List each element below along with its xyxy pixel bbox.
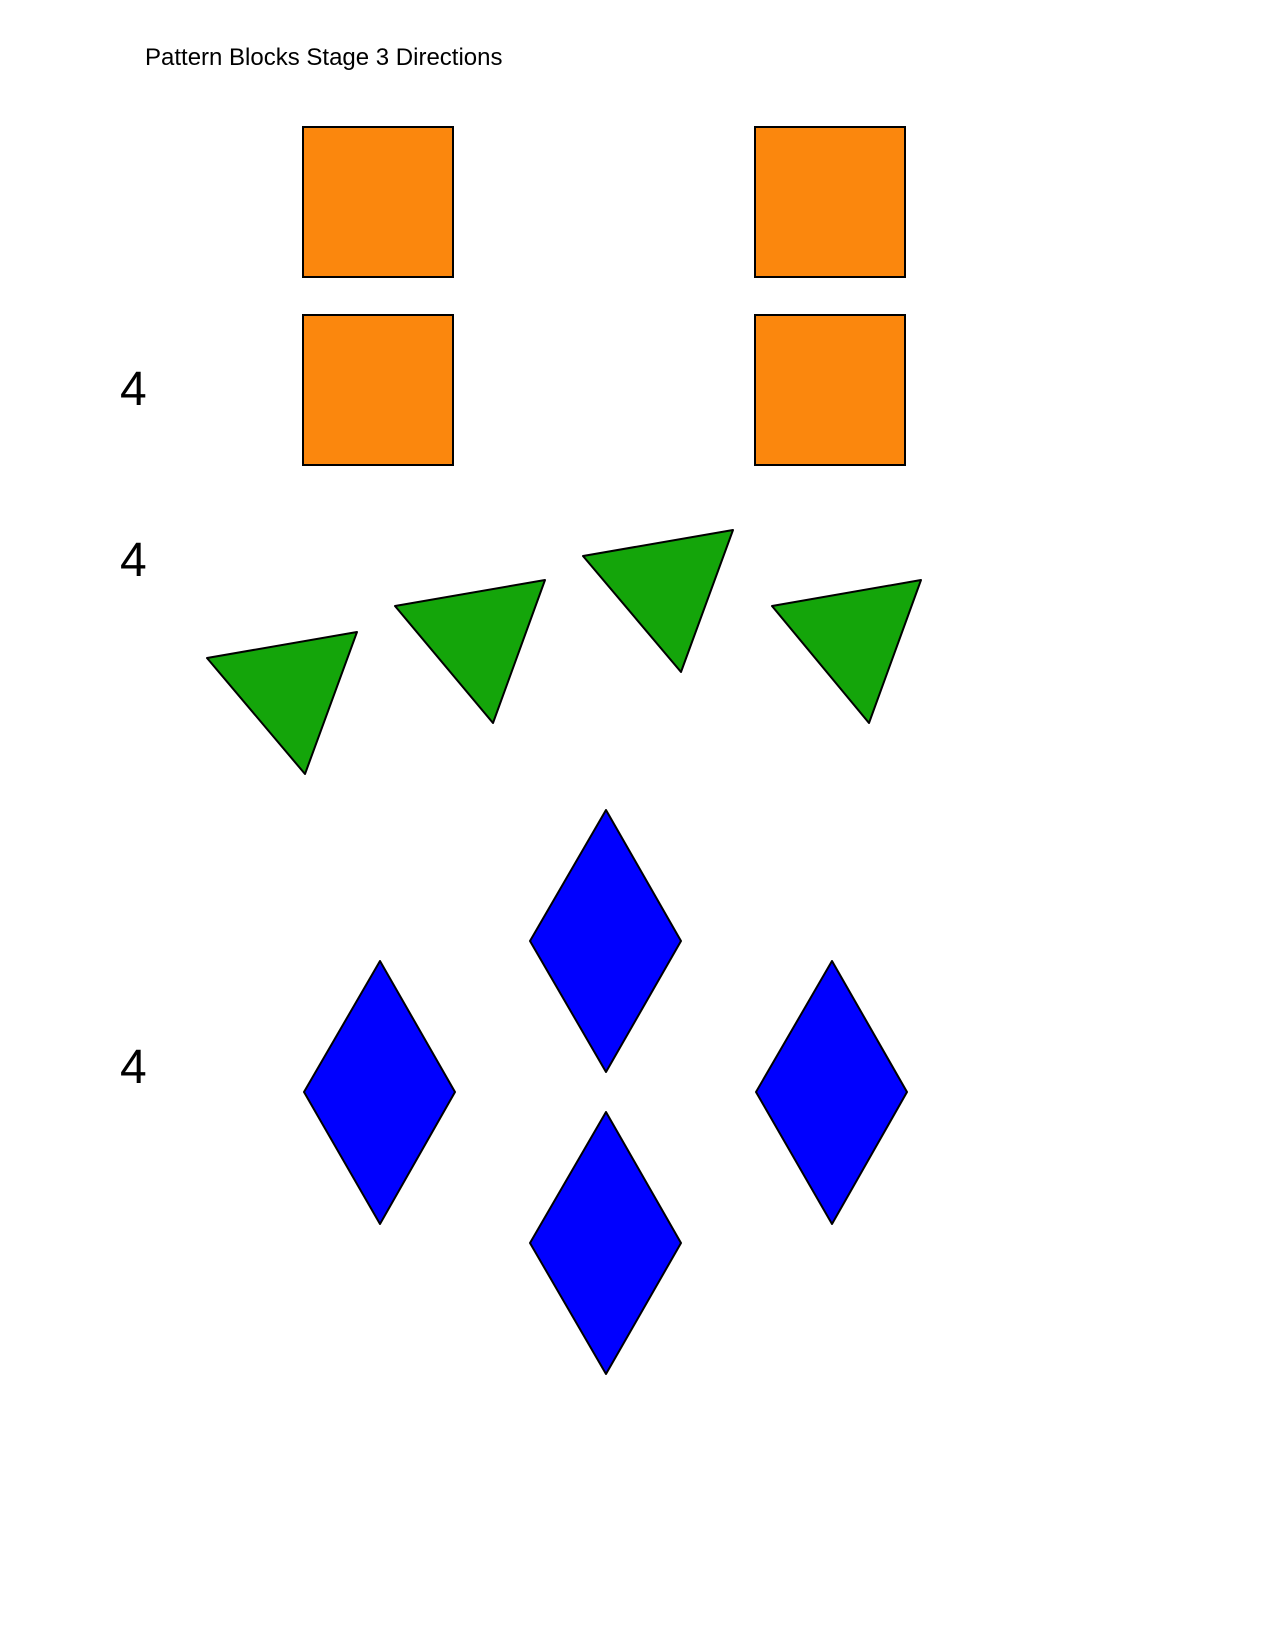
square-count-label: 4 <box>120 363 147 416</box>
triangle-count-label: 4 <box>120 534 147 587</box>
orange-square-block <box>754 126 906 278</box>
orange-square-block <box>754 314 906 466</box>
rhombus-count-label: 4 <box>120 1041 147 1094</box>
green-triangle-block <box>394 579 546 724</box>
green-triangle-block <box>206 631 358 775</box>
blue-rhombus-block <box>529 809 682 1073</box>
blue-rhombus-block <box>303 960 456 1225</box>
orange-square-block <box>302 126 454 278</box>
page-title: Pattern Blocks Stage 3 Directions <box>145 44 503 71</box>
orange-square-block <box>302 314 454 466</box>
blue-rhombus-block <box>755 960 908 1225</box>
green-triangle-block <box>582 529 734 673</box>
rhombus-group <box>303 809 908 1375</box>
triangle-group <box>206 529 922 775</box>
square-group <box>302 126 906 466</box>
blue-rhombus-block <box>529 1111 682 1375</box>
green-triangle-block <box>771 579 922 724</box>
